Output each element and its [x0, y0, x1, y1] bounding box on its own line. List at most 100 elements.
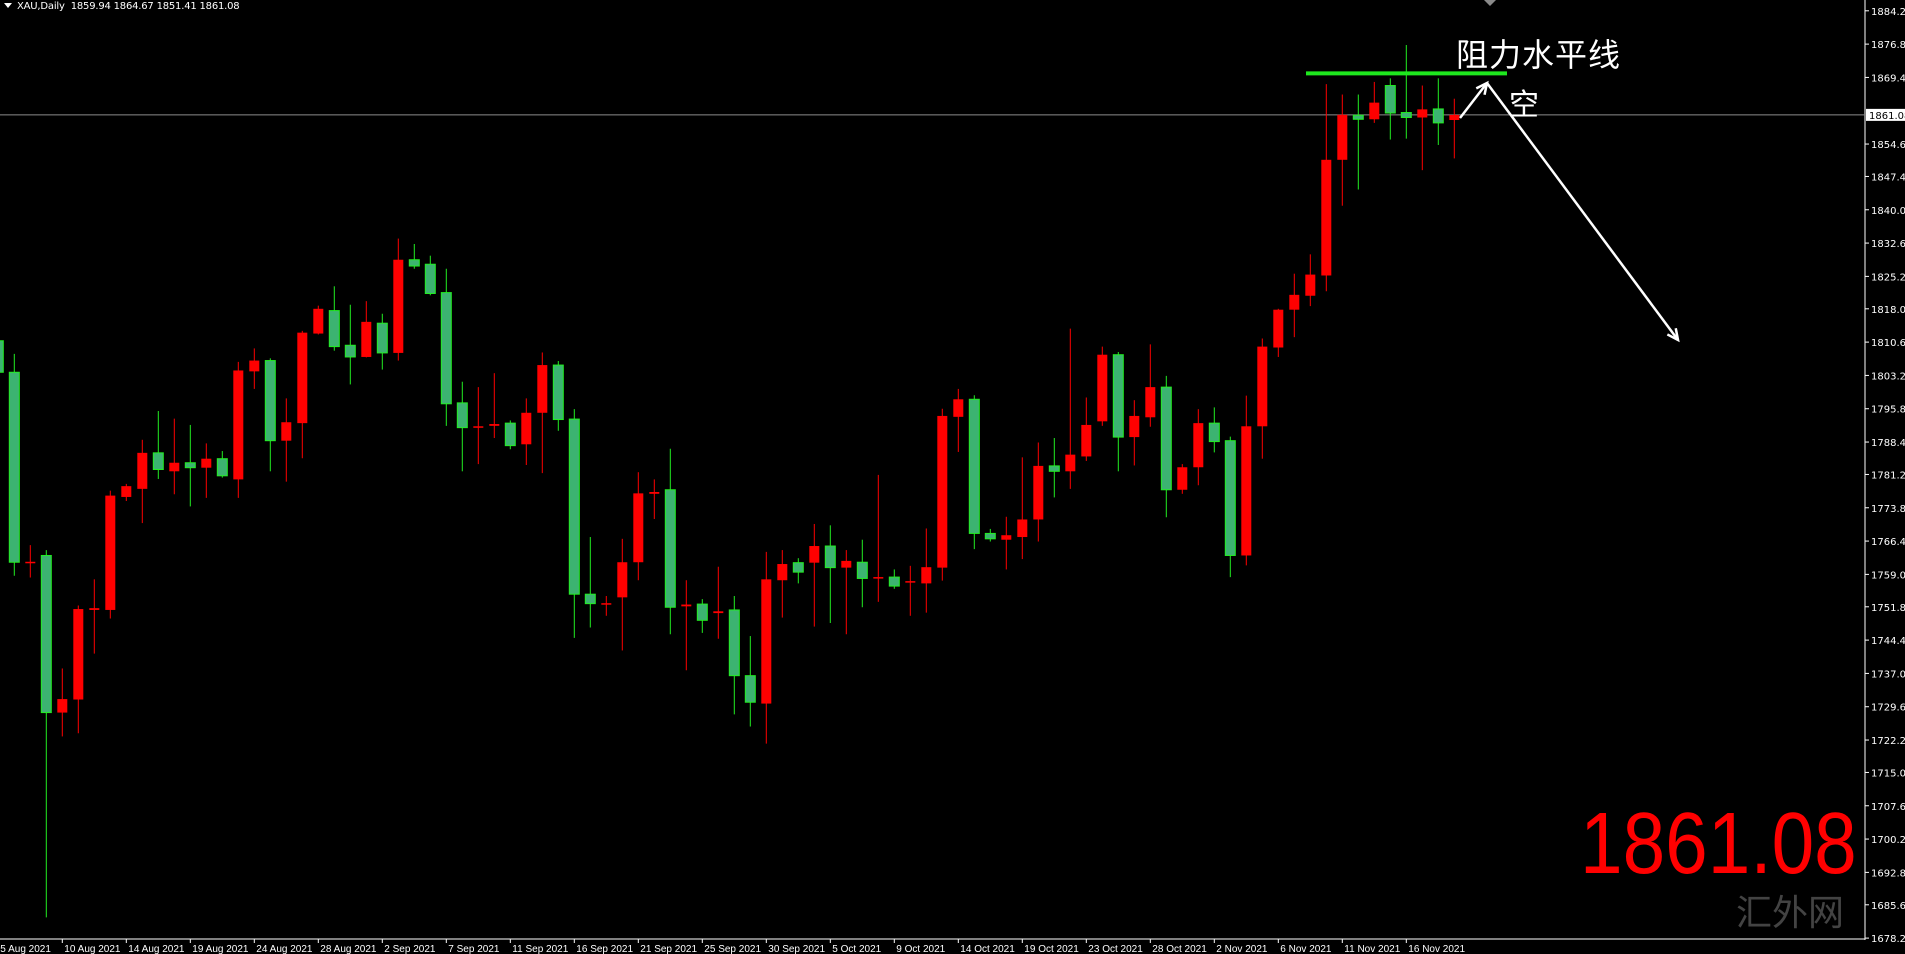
candle-body — [1321, 159, 1332, 276]
candle-down — [1432, 78, 1444, 145]
candle-body — [361, 321, 372, 357]
candle-down — [888, 569, 900, 589]
candle-up — [761, 551, 772, 744]
current-price-label: 1861.08 — [1869, 111, 1905, 122]
candle-body — [408, 259, 420, 267]
x-tick-label: 10 Aug 2021 — [64, 944, 121, 954]
x-tick-label: 9 Oct 2021 — [896, 944, 945, 954]
candle-body — [584, 593, 596, 605]
candle-up — [169, 418, 180, 495]
candle-down — [1048, 437, 1060, 498]
candle-body — [1305, 274, 1316, 296]
candle-up — [809, 523, 820, 627]
candle-down — [1400, 45, 1412, 139]
candle-body — [440, 292, 452, 405]
short-label: 空 — [1509, 88, 1539, 123]
candle-up — [73, 605, 84, 734]
candle-up — [1321, 84, 1332, 292]
candle-down — [408, 243, 420, 269]
candle-body — [264, 360, 276, 442]
collapse-triangle-icon[interactable] — [4, 3, 12, 8]
candle-up — [905, 565, 916, 616]
y-tick-label: 1751.80 — [1871, 603, 1905, 614]
candle-body — [1417, 109, 1428, 118]
arrow-shaft — [1485, 82, 1680, 341]
candle-body — [824, 545, 836, 569]
candle-body — [297, 332, 308, 424]
candle-body — [1432, 108, 1444, 124]
y-tick-label: 1795.80 — [1871, 405, 1905, 416]
candle-body — [633, 493, 644, 563]
candle-body — [376, 322, 388, 354]
candle-up — [1129, 400, 1140, 466]
y-tick-label: 1876.80 — [1871, 40, 1905, 51]
candle-down — [344, 304, 356, 385]
candle-body — [1065, 454, 1076, 472]
candle-up — [521, 398, 532, 465]
candle-body — [1177, 467, 1188, 490]
candles — [0, 45, 1460, 918]
symbol-label: XAU,Daily — [17, 1, 65, 12]
candle-down — [744, 636, 756, 727]
x-tick-label: 28 Aug 2021 — [320, 944, 377, 954]
candle-up — [681, 580, 692, 671]
candle-up — [297, 330, 308, 459]
candle-body — [953, 399, 964, 417]
candle-up — [649, 479, 660, 520]
candle-body — [281, 422, 292, 441]
candle-body — [233, 370, 244, 480]
candle-body — [504, 422, 516, 447]
up-arrow — [1459, 80, 1489, 119]
y-tick-label: 1803.20 — [1871, 371, 1905, 382]
candle-body — [1081, 424, 1092, 457]
candle-up — [617, 538, 628, 651]
y-tick-label: 1810.60 — [1871, 338, 1905, 349]
candle-up — [201, 443, 212, 498]
candle-down — [984, 528, 996, 542]
y-tick-label: 1692.80 — [1871, 868, 1905, 879]
candle-up — [137, 439, 148, 524]
candle-body — [473, 426, 484, 428]
candle-up — [105, 490, 116, 619]
candle-body — [121, 486, 132, 497]
x-tick-label: 19 Oct 2021 — [1024, 944, 1079, 954]
watermark: 汇外网 — [1736, 893, 1845, 934]
candle-down — [8, 353, 20, 576]
candle-down — [216, 451, 228, 478]
y-tick-label: 1759.00 — [1871, 570, 1905, 581]
candle-up — [1145, 344, 1156, 427]
candle-up — [1273, 308, 1284, 357]
shift-marker-icon[interactable] — [1484, 0, 1496, 6]
candle-up — [1369, 81, 1380, 123]
annotations-layer — [1306, 71, 1680, 343]
y-tick-label: 1744.40 — [1871, 636, 1905, 647]
candle-body — [937, 415, 948, 568]
candle-body — [169, 462, 180, 472]
candle-body — [1369, 102, 1380, 120]
x-tick-label: 19 Aug 2021 — [192, 944, 249, 954]
candle-body — [1112, 354, 1124, 438]
candle-down — [584, 537, 596, 628]
candle-body — [489, 424, 500, 426]
x-tick-label: 25 Sep 2021 — [704, 944, 761, 954]
chart-header: XAU,Daily 1859.94 1864.67 1851.41 1861.08 — [4, 1, 245, 12]
candle-body — [216, 458, 228, 477]
candle-body — [201, 458, 212, 468]
candle-body — [856, 561, 868, 579]
candle-body — [1208, 422, 1220, 443]
x-tick-label: 21 Sep 2021 — [640, 944, 697, 954]
y-tick-label: 1884.20 — [1871, 7, 1905, 18]
y-tick-label: 1781.20 — [1871, 470, 1905, 481]
candle-down — [456, 381, 468, 472]
candle-body — [1384, 85, 1396, 114]
candle-up — [249, 348, 260, 389]
candle-down — [696, 599, 708, 633]
x-tick-label: 7 Sep 2021 — [448, 944, 500, 954]
candle-up — [873, 474, 884, 602]
candle-body — [184, 462, 196, 469]
candle-body — [344, 344, 356, 358]
y-tick-label: 1737.00 — [1871, 669, 1905, 680]
candle-body — [873, 577, 884, 579]
candle-up — [473, 387, 484, 465]
